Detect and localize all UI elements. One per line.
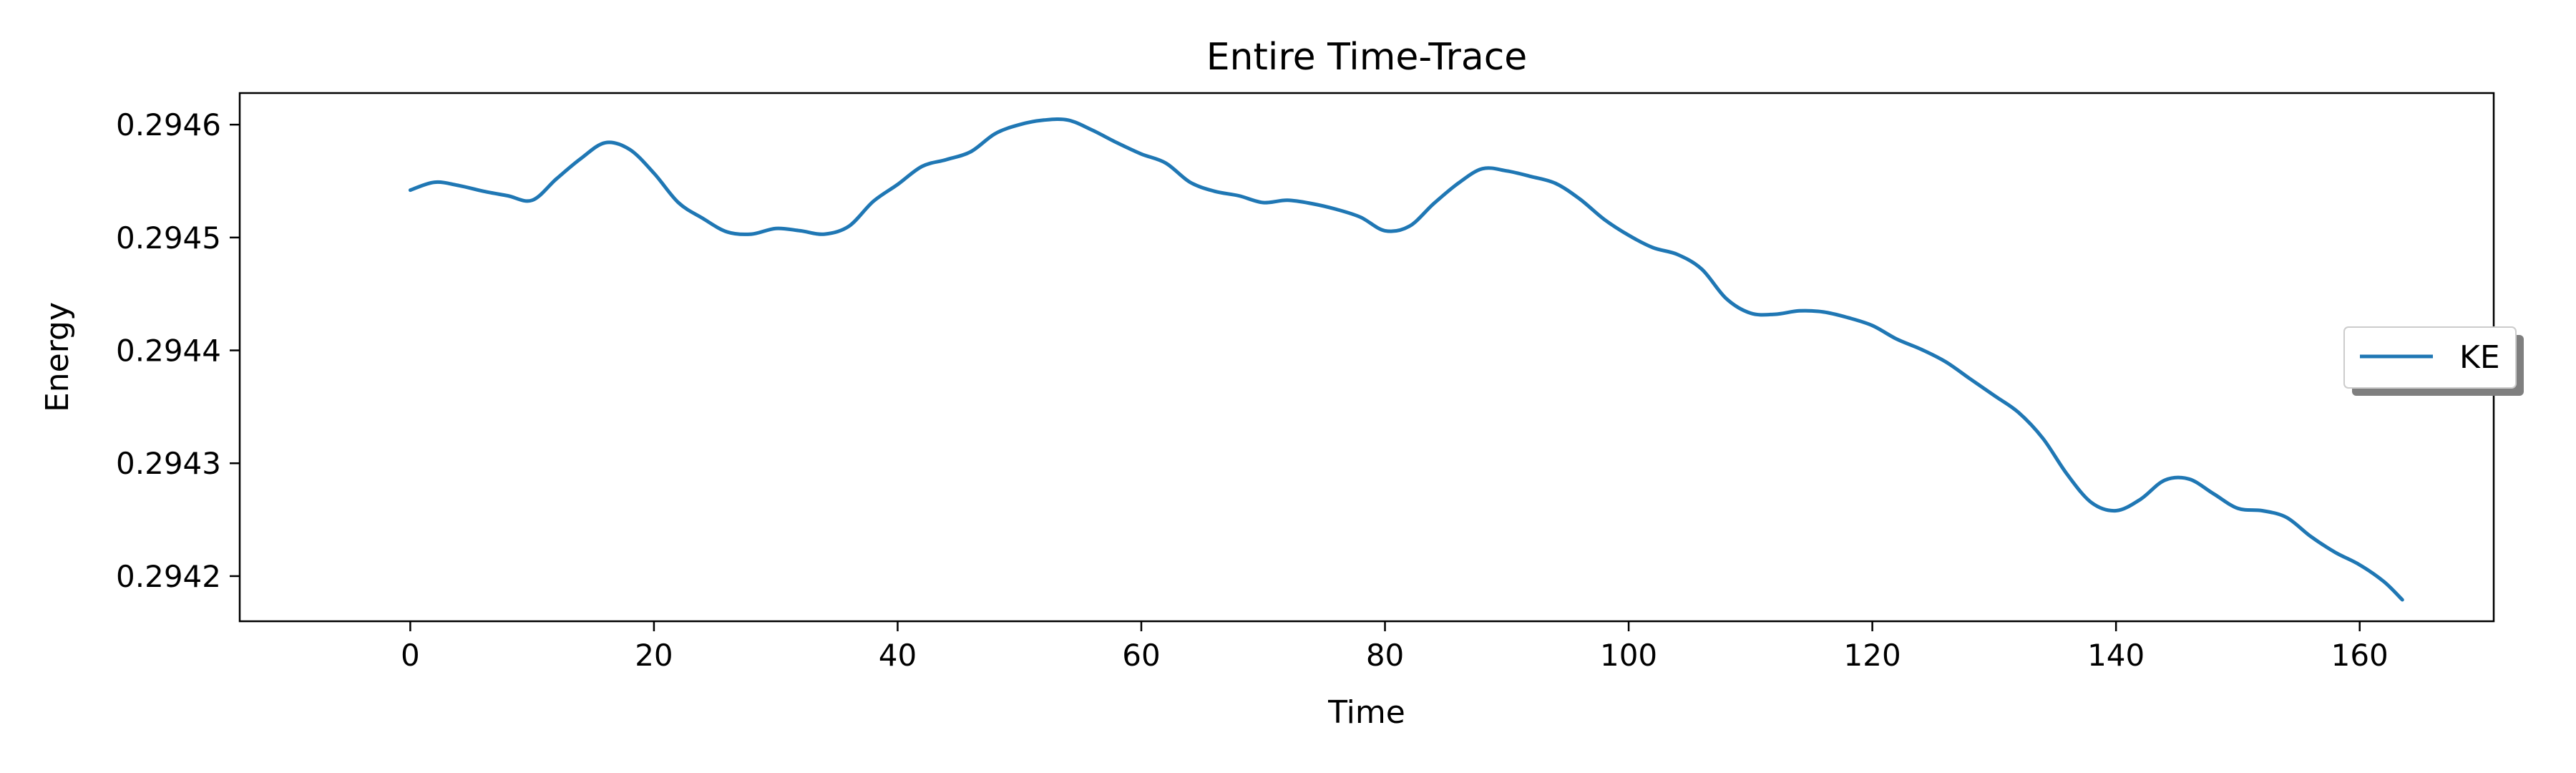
plot-area: [238, 92, 2495, 623]
y-tick-label: 0.2944: [116, 334, 221, 369]
y-tick-label: 0.2942: [116, 559, 221, 594]
x-tick-label: 20: [635, 638, 673, 673]
x-axis: 0 20 40 60 80 100 120 140 160: [401, 621, 2389, 673]
y-tick-label: 0.2945: [116, 220, 221, 256]
plot-background: [240, 93, 2494, 621]
y-tick-label: 0.2943: [116, 446, 221, 481]
x-tick-label: 60: [1122, 638, 1160, 673]
x-tick-label: 140: [2087, 638, 2145, 673]
x-tick-label: 100: [1600, 638, 1657, 673]
y-axis: 0.2942 0.2943 0.2944 0.2945 0.2946: [116, 107, 240, 594]
x-tick-label: 80: [1366, 638, 1404, 673]
legend: KE: [2343, 326, 2524, 396]
chart-title: Entire Time-Trace: [1206, 36, 1528, 79]
legend-label-ke: KE: [2459, 339, 2500, 376]
series-line-ke: [408, 117, 2404, 602]
x-axis-label: Time: [1327, 694, 1405, 731]
x-tick-label: 0: [401, 638, 420, 673]
y-axis-label: Energy: [39, 302, 76, 412]
y-tick-label: 0.2946: [116, 107, 221, 142]
x-tick-label: 120: [1844, 638, 1901, 673]
x-tick-label: 160: [2331, 638, 2389, 673]
x-tick-label: 40: [879, 638, 917, 673]
series-layer: [408, 117, 2404, 602]
